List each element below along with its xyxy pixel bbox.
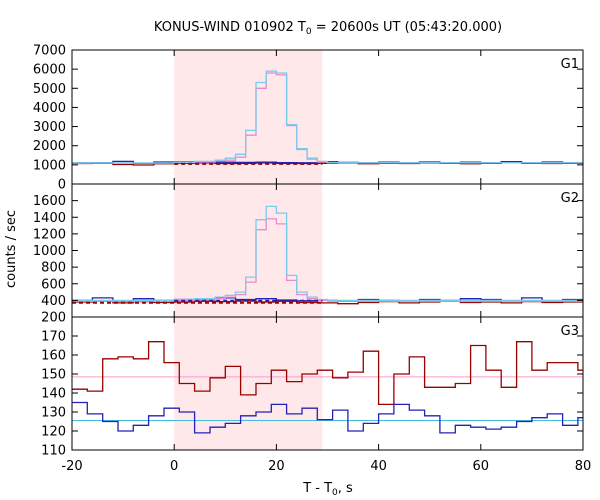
chart-title: KONUS-WIND 010902 T0 = 20600s UT (05:43:… [154, 20, 502, 37]
y-tick-label: 1400 [33, 211, 66, 226]
panel-g2 [72, 205, 583, 305]
y-axis-label: counts / sec [4, 210, 19, 288]
panel-label: G3 [561, 324, 579, 339]
panel-label: G1 [561, 57, 579, 72]
y-tick-label: 3000 [33, 120, 66, 135]
y-tick-label: 170 [41, 330, 66, 345]
y-tick-label: 1200 [33, 227, 66, 242]
y-tick-label: 6000 [33, 63, 66, 78]
y-tick-label: 2000 [33, 139, 66, 154]
y-tick-label: 200 [41, 311, 66, 326]
y-tick-label: 130 [41, 406, 66, 421]
x-tick-label: -20 [61, 459, 82, 474]
x-axis-label: T - T0, s [302, 481, 353, 498]
panel-g1 [72, 70, 583, 166]
y-tick-label: 800 [41, 261, 66, 276]
y-tick-label: 110 [41, 444, 66, 459]
y-tick-label: 1000 [33, 158, 66, 173]
highlight-layer [174, 50, 323, 450]
frames-layer: 01000200030004000500060007000G1200400600… [33, 44, 591, 475]
highlight-interval [174, 50, 323, 450]
x-tick-label: 60 [473, 459, 490, 474]
y-tick-label: 160 [41, 349, 66, 364]
y-tick-label: 120 [41, 425, 66, 440]
panel-frame-g2 [71, 183, 584, 318]
y-tick-label: 140 [41, 387, 66, 402]
y-tick-label: 4000 [33, 101, 66, 116]
y-tick-label: 150 [41, 368, 66, 383]
series-g2-light-blue [72, 205, 583, 302]
panel-label: G2 [561, 191, 579, 206]
x-tick-label: 40 [370, 459, 387, 474]
series-g3-blue [72, 401, 583, 434]
y-tick-label: 1000 [33, 244, 66, 259]
plots-layer [72, 70, 583, 434]
y-tick-label: 600 [41, 277, 66, 292]
x-tick-label: 0 [170, 459, 178, 474]
series-g1-pink [72, 72, 583, 164]
panel-frame-g3 [71, 316, 584, 451]
x-tick-label: 20 [268, 459, 285, 474]
y-tick-label: 7000 [33, 44, 66, 59]
series-g1-light-blue [72, 70, 583, 164]
y-tick-label: 1600 [33, 194, 66, 209]
series-g2-pink [72, 218, 583, 302]
series-g3-dark-red [72, 341, 583, 406]
y-tick-label: 5000 [33, 82, 66, 97]
x-tick-label: 80 [575, 459, 592, 474]
y-tick-label: 0 [58, 178, 66, 193]
panel-g3 [72, 341, 583, 434]
y-tick-label: 400 [41, 294, 66, 309]
